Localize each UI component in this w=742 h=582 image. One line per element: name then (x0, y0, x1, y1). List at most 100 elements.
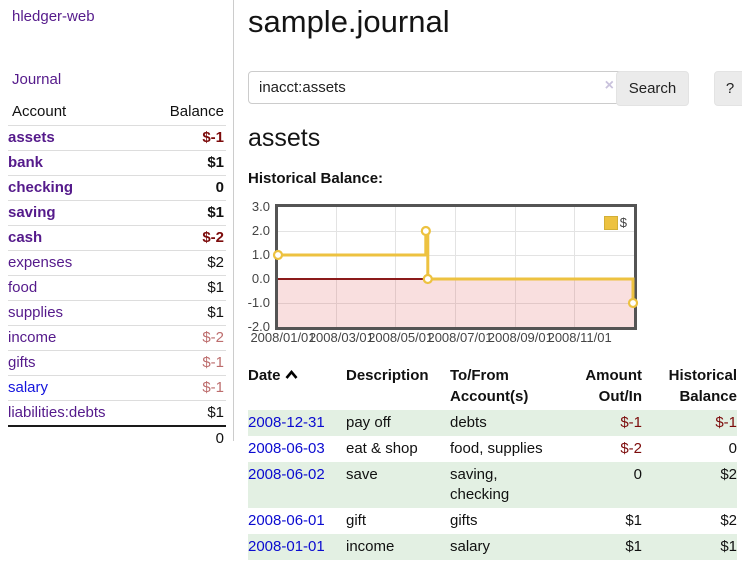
data-point-marker (627, 297, 639, 309)
data-point-marker (422, 273, 433, 285)
sidebar-item-journal[interactable]: Journal (12, 71, 62, 88)
gridline (278, 230, 634, 232)
transaction-description: eat & shop (346, 440, 418, 457)
account-row: supplies $1 (8, 300, 226, 326)
account-balance: $-1 (142, 350, 226, 376)
accounts-total-balance: 0 (142, 425, 226, 451)
register-row[interactable]: 2008-06-03 eat & shop food, supplies $-2 0 (248, 436, 737, 462)
transaction-amount: $-2 (620, 440, 642, 457)
register-row[interactable]: 2008-06-02 save saving, checking 0 $2 (248, 462, 737, 508)
account-link-assets[interactable]: assets (8, 129, 55, 146)
account-row: cash $-2 (8, 225, 226, 251)
transaction-description: save (346, 466, 378, 483)
account-row: income $-2 (8, 325, 226, 351)
search-input[interactable] (248, 71, 622, 104)
account-link-liabilities-debts[interactable]: liabilities:debts (8, 404, 106, 421)
x-axis-tick-label: 2008/03/01 (308, 330, 374, 345)
account-heading: assets (248, 124, 321, 152)
transaction-accounts: debts (450, 414, 487, 431)
register-header-accounts: To/From Account(s) (450, 367, 529, 405)
account-link-supplies[interactable]: supplies (8, 304, 64, 321)
account-row: liabilities:debts $1 (8, 400, 226, 426)
transaction-accounts: saving, checking (450, 466, 510, 503)
gridline (335, 207, 337, 327)
account-balance: $1 (142, 150, 226, 176)
accounts-tree-table: Account Balance assets $-1 bank $1 checking 0… (8, 100, 226, 451)
transaction-amount: $1 (625, 512, 642, 529)
transaction-amount: $1 (625, 538, 642, 555)
y-axis-tick-label: 0.0 (251, 271, 270, 286)
transaction-amount: 0 (633, 466, 642, 483)
account-link-food[interactable]: food (8, 279, 38, 296)
transaction-balance: $-1 (715, 414, 737, 431)
account-balance: $1 (142, 275, 226, 301)
negative-region (278, 279, 634, 327)
x-axis-tick-label: 2008/09/01 (487, 330, 553, 345)
account-row: salary $-1 (8, 375, 226, 401)
account-balance: $1 (142, 400, 226, 426)
account-balance: $1 (142, 300, 226, 326)
transaction-description: pay off (346, 414, 391, 431)
account-link-income[interactable]: income (8, 329, 57, 346)
help-button[interactable]: ? (714, 71, 742, 106)
y-axis-tick-label: -2.0 (247, 319, 270, 334)
transaction-date-link[interactable]: 2008-06-01 (248, 512, 325, 529)
register-row[interactable]: 2008-06-01 gift gifts $1 $2 (248, 508, 737, 534)
register-row[interactable]: 2008-01-01 income salary $1 $1 (248, 534, 737, 560)
account-row: gifts $-1 (8, 350, 226, 376)
account-balance: $1 (142, 200, 226, 226)
sort-asc-icon (285, 365, 298, 386)
clear-search-icon[interactable]: × (604, 77, 614, 94)
register-header-balance: Historical Balance (668, 367, 737, 405)
x-axis-tick-label: 2008/07/01 (427, 330, 493, 345)
transaction-description: income (346, 538, 395, 555)
sidebar: hledger-web Journal Account Balance asse… (0, 0, 234, 451)
gridline (278, 254, 634, 256)
account-link-checking[interactable]: checking (8, 179, 74, 196)
transaction-date-link[interactable]: 2008-06-02 (248, 466, 325, 483)
register-header-amount: Amount Out/In (585, 367, 642, 405)
account-balance: $-1 (142, 125, 226, 151)
x-axis-tick-label: 2008/11/01 (547, 330, 612, 345)
account-link-saving[interactable]: saving (8, 204, 56, 221)
transaction-accounts: gifts (450, 512, 478, 529)
balance-step-line (272, 225, 639, 309)
register-table: Date Description To/From Account(s) Amou… (248, 362, 737, 560)
transaction-accounts: salary (450, 538, 491, 555)
account-link-bank[interactable]: bank (8, 154, 44, 171)
y-axis-tick-label: 3.0 (251, 199, 270, 214)
legend-label: $ (619, 215, 627, 230)
gridline (278, 302, 634, 304)
y-axis-tick-label: 1.0 (251, 247, 270, 262)
transaction-accounts: food, supplies (450, 440, 543, 457)
account-link-expenses[interactable]: expenses (8, 254, 73, 271)
legend-swatch (603, 215, 618, 230)
account-balance: $-1 (142, 375, 226, 401)
x-axis-tick-label: 2008/01/01 (250, 330, 316, 345)
transaction-date-link[interactable]: 2008-06-03 (248, 440, 325, 457)
register-header-date[interactable]: Date (248, 362, 346, 410)
account-link-cash[interactable]: cash (8, 229, 43, 246)
register-row[interactable]: 2008-12-31 pay off debts $-1 $-1 (248, 410, 737, 436)
search-button[interactable]: Search (616, 71, 689, 106)
transaction-balance: 0 (728, 440, 737, 457)
main-content: sample.journal × Search ? assets Histori… (234, 0, 742, 582)
y-axis-tick-label: -1.0 (247, 295, 270, 310)
transaction-date-link[interactable]: 2008-12-31 (248, 414, 325, 431)
account-link-salary[interactable]: salary (8, 379, 49, 396)
chart-title: Historical Balance: (248, 170, 384, 187)
account-row: checking 0 (8, 175, 226, 201)
app-brand-link[interactable]: hledger-web (12, 8, 95, 25)
gridline (514, 207, 516, 327)
account-link-gifts[interactable]: gifts (8, 354, 36, 371)
accounts-total-row: 0 (8, 425, 226, 451)
transaction-date-link[interactable]: 2008-01-01 (248, 538, 325, 555)
y-axis-tick-label: 2.0 (251, 223, 270, 238)
gridline (454, 207, 456, 327)
transaction-balance: $2 (720, 512, 737, 529)
gridline (395, 207, 397, 327)
account-balance: 0 (142, 175, 226, 201)
account-row: assets $-1 (8, 125, 226, 151)
account-row: bank $1 (8, 150, 226, 176)
